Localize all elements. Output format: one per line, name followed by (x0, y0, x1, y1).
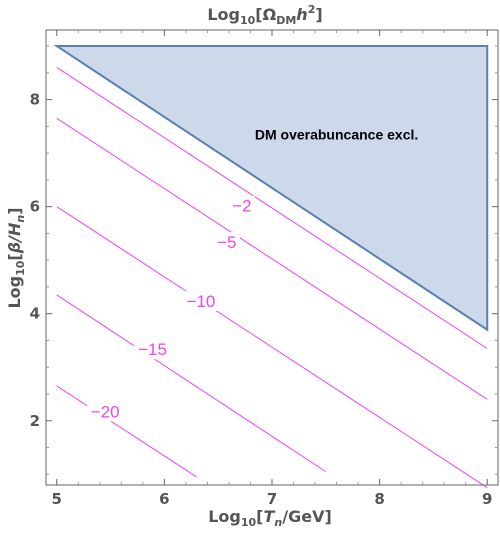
x-tick-label: 8 (374, 490, 384, 508)
contour-line (56, 67, 488, 349)
contour-label-background (182, 291, 219, 311)
y-tick-label: 8 (30, 91, 40, 109)
contour-label: −15 (138, 340, 167, 359)
x-axis-label: Log10[Tn/GeV] (208, 507, 332, 529)
contour-line (56, 206, 488, 489)
contour-label: −5 (217, 233, 236, 252)
excluded-region (53, 45, 489, 332)
contour-label: −10 (187, 292, 216, 311)
x-tick-label: 9 (482, 490, 492, 508)
y-tick-label: 6 (30, 198, 40, 216)
contour-label-background (134, 339, 171, 360)
x-tick-label: 7 (267, 490, 277, 508)
x-tick-label: 5 (52, 490, 62, 508)
contour-line (56, 385, 197, 478)
contour-label-background (228, 195, 255, 216)
contour-label-background (87, 401, 124, 422)
contour-line (56, 294, 327, 473)
y-tick-label: 2 (30, 412, 40, 430)
contour-line (56, 117, 488, 400)
contour-label-background (213, 232, 240, 253)
contour-label: −20 (91, 402, 120, 421)
axis-ticks: 5 6 7 8 9 2 4 6 8 (30, 30, 498, 508)
y-axis-label: Log10[β/Hn] (5, 207, 27, 308)
excluded-region-label: DM overabuncance excl. (255, 127, 418, 143)
y-tick-label: 4 (30, 305, 40, 323)
x-tick-label: 6 (159, 490, 169, 508)
contour-label: −2 (232, 197, 251, 216)
plot-title: Log10[ΩDMh2] (207, 3, 322, 27)
contour-lines: −2 −5 −10 −15 −20 (56, 67, 488, 489)
